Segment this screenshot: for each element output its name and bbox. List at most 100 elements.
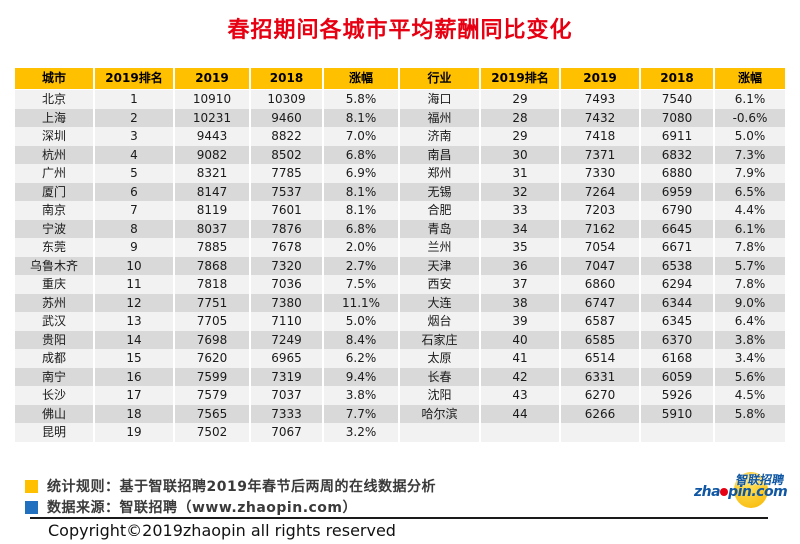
cell-salary-2018: 7380 (251, 293, 322, 312)
cell-change: 8.1% (324, 182, 398, 201)
cell-salary-2018 (641, 423, 713, 442)
table-row: 广州 5 8321 7785 6.9% 郑州 31 7330 6880 7.9% (15, 164, 785, 183)
cell-change: 6.8% (324, 145, 398, 164)
cell-city: 兰州 (400, 238, 479, 257)
cell-change: 5.6% (715, 367, 785, 386)
cell-salary-2019: 7203 (561, 201, 639, 220)
cell-change: 7.3% (715, 145, 785, 164)
cell-salary-2019: 7432 (561, 108, 639, 127)
cell-city: 上海 (15, 108, 93, 127)
cell-salary-2018: 8822 (251, 127, 322, 146)
cell-salary-2019: 7579 (175, 386, 249, 405)
cell-city: 南昌 (400, 145, 479, 164)
cell-rank: 6 (95, 182, 173, 201)
table-row: 宁波 8 8037 7876 6.8% 青岛 34 7162 6645 6.1% (15, 219, 785, 238)
logo-domain-text: zha pin.com (694, 484, 788, 500)
cell-rank: 36 (481, 256, 559, 275)
cell-salary-2018: 6911 (641, 127, 713, 146)
cell-salary-2018: 7876 (251, 219, 322, 238)
cell-change (715, 423, 785, 442)
cell-rank: 44 (481, 404, 559, 423)
table-row: 昆明 19 7502 7067 3.2% (15, 423, 785, 442)
cell-rank: 18 (95, 404, 173, 423)
cell-salary-2018: 6790 (641, 201, 713, 220)
cell-rank (481, 423, 559, 442)
table-row: 厦门 6 8147 7537 8.1% 无锡 32 7264 6959 6.5% (15, 182, 785, 201)
cell-change: 8.1% (324, 201, 398, 220)
cell-city: 无锡 (400, 182, 479, 201)
cell-salary-2018: 6832 (641, 145, 713, 164)
table-row: 乌鲁木齐 10 7868 7320 2.7% 天津 36 7047 6538 5.7% (15, 256, 785, 275)
cell-city: 东莞 (15, 238, 93, 257)
table-row: 东莞 9 7885 7678 2.0% 兰州 35 7054 6671 7.8% (15, 238, 785, 257)
cell-city: 成都 (15, 349, 93, 368)
table-row: 上海 2 10231 9460 8.1% 福州 28 7432 7080 -0.6% (15, 108, 785, 127)
cell-rank: 5 (95, 164, 173, 183)
cell-salary-2019: 9082 (175, 145, 249, 164)
cell-change: 2.7% (324, 256, 398, 275)
cell-rank: 41 (481, 349, 559, 368)
logo-text-zha: zha (694, 484, 721, 500)
table-row: 长沙 17 7579 7037 3.8% 沈阳 43 6270 5926 4.5% (15, 386, 785, 405)
cell-salary-2019: 8119 (175, 201, 249, 220)
cell-city: 郑州 (400, 164, 479, 183)
cell-salary-2018: 7249 (251, 330, 322, 349)
cell-city: 武汉 (15, 312, 93, 331)
note-statistics-text: 统计规则：基于智联招聘2019年春节后两周的在线数据分析 (47, 479, 436, 495)
cell-rank: 16 (95, 367, 173, 386)
cell-city: 天津 (400, 256, 479, 275)
table-row: 佛山 18 7565 7333 7.7% 哈尔滨 44 6266 5910 5.8% (15, 404, 785, 423)
cell-salary-2018: 7678 (251, 238, 322, 257)
cell-salary-2019: 8037 (175, 219, 249, 238)
column-header: 城市 (15, 68, 93, 89)
cell-salary-2018: 6538 (641, 256, 713, 275)
column-header: 2019排名 (481, 68, 559, 89)
cell-rank: 38 (481, 293, 559, 312)
cell-change: 9.0% (715, 293, 785, 312)
cell-salary-2018: 7036 (251, 275, 322, 294)
cell-city: 重庆 (15, 275, 93, 294)
cell-rank: 11 (95, 275, 173, 294)
cell-change: 6.5% (715, 182, 785, 201)
cell-salary-2018: 6168 (641, 349, 713, 368)
cell-city: 宁波 (15, 219, 93, 238)
column-header: 2018 (641, 68, 713, 89)
cell-salary-2019: 7054 (561, 238, 639, 257)
cell-salary-2018: 6345 (641, 312, 713, 331)
cell-city: 太原 (400, 349, 479, 368)
cell-city: 佛山 (15, 404, 93, 423)
cell-salary-2018: 6959 (641, 182, 713, 201)
cell-salary-2018: 5910 (641, 404, 713, 423)
cell-change: 7.9% (715, 164, 785, 183)
cell-city: 北京 (15, 90, 93, 109)
cell-change: 7.0% (324, 127, 398, 146)
cell-salary-2019: 7698 (175, 330, 249, 349)
cell-salary-2019 (561, 423, 639, 442)
table-row: 武汉 13 7705 7110 5.0% 烟台 39 6587 6345 6.4% (15, 312, 785, 331)
cell-rank: 9 (95, 238, 173, 257)
cell-change: 7.7% (324, 404, 398, 423)
cell-city: 青岛 (400, 219, 479, 238)
cell-salary-2018: 6965 (251, 349, 322, 368)
cell-salary-2019: 10910 (175, 90, 249, 109)
cell-city: 大连 (400, 293, 479, 312)
cell-change: 4.5% (715, 386, 785, 405)
cell-rank: 2 (95, 108, 173, 127)
cell-rank: 34 (481, 219, 559, 238)
cell-salary-2018: 10309 (251, 90, 322, 109)
cell-salary-2018: 5926 (641, 386, 713, 405)
cell-salary-2018: 6059 (641, 367, 713, 386)
cell-city: 沈阳 (400, 386, 479, 405)
cell-city: 杭州 (15, 145, 93, 164)
cell-salary-2018: 7320 (251, 256, 322, 275)
table-header-row: 城市 2019排名 2019 2018 涨幅 行业 2019排名 2019 2018 涨幅 (15, 68, 785, 89)
cell-salary-2018: 6370 (641, 330, 713, 349)
cell-city: 广州 (15, 164, 93, 183)
cell-salary-2018: 7333 (251, 404, 322, 423)
cell-change: 2.0% (324, 238, 398, 257)
cell-rank: 14 (95, 330, 173, 349)
table-row: 南宁 16 7599 7319 9.4% 长春 42 6331 6059 5.6% (15, 367, 785, 386)
cell-rank: 3 (95, 127, 173, 146)
cell-rank: 33 (481, 201, 559, 220)
cell-change: 5.8% (324, 90, 398, 109)
